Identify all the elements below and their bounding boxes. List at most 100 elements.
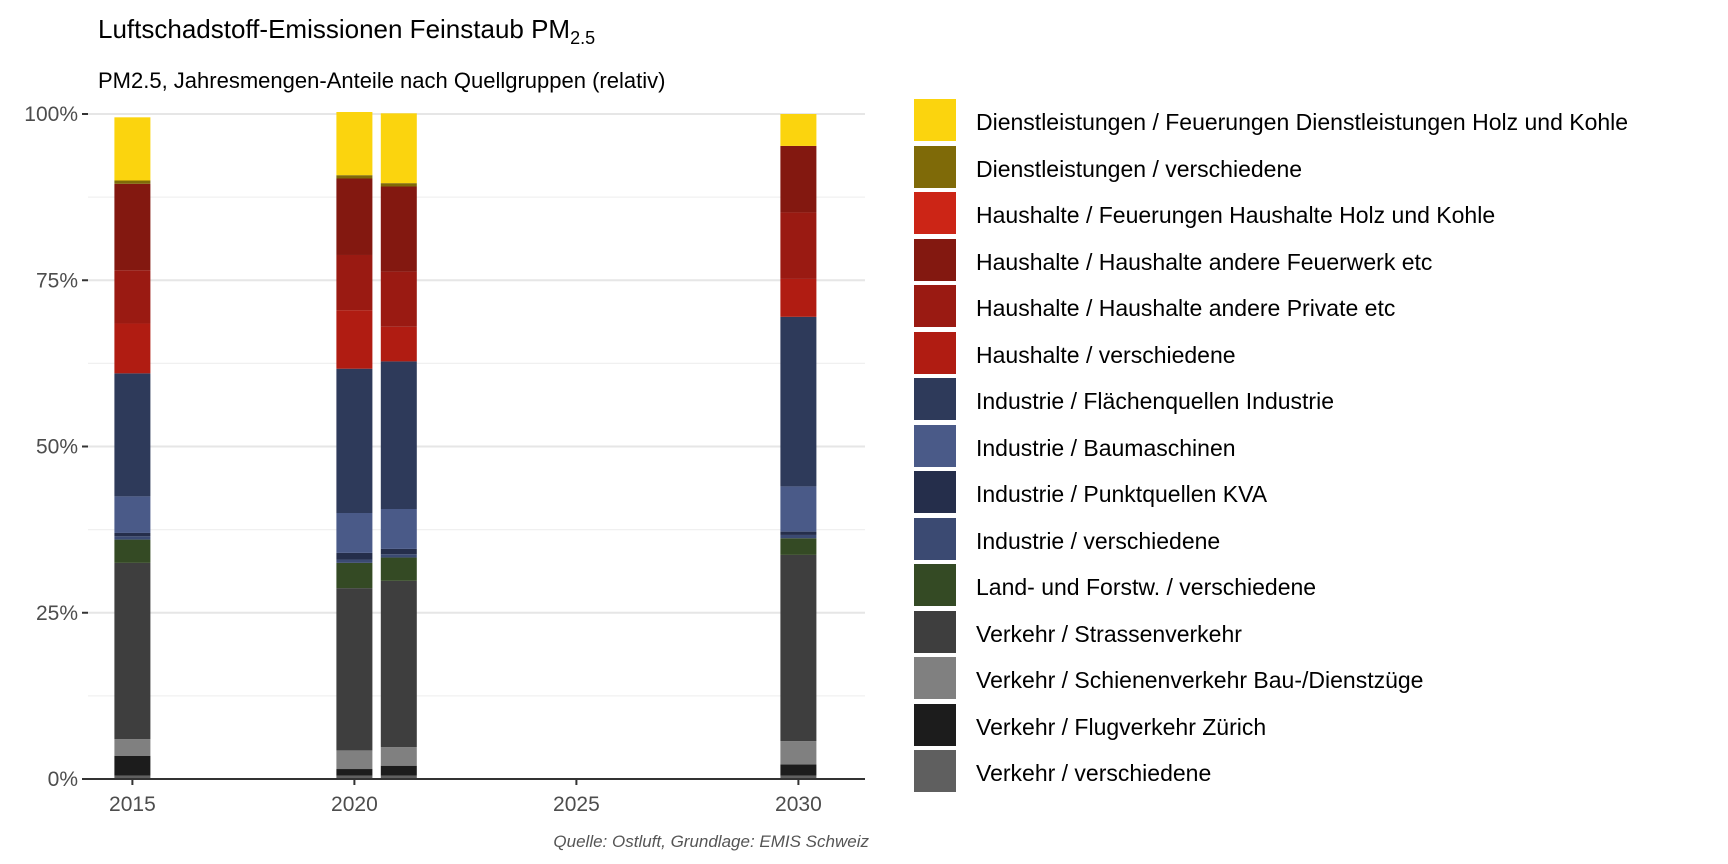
legend-item: Haushalte / Haushalte andere Private etc: [914, 285, 1714, 332]
bar-segment: [114, 739, 151, 756]
bar-segment: [380, 186, 417, 272]
legend-label: Haushalte / Haushalte andere Private etc: [976, 295, 1396, 321]
legend-item: Verkehr / Flugverkehr Zürich: [914, 703, 1714, 751]
legend-key: [914, 564, 956, 606]
chart-subtitle: PM2.5, Jahresmengen-Anteile nach Quellgr…: [98, 68, 666, 93]
y-tick-label: 25%: [36, 602, 78, 625]
legend-key: [914, 99, 956, 141]
legend-label: Industrie / Punktquellen KVA: [976, 481, 1268, 507]
bar-segment: [336, 552, 373, 560]
bar-segment: [780, 534, 817, 539]
bar-segment: [336, 310, 373, 369]
legend-item: Verkehr / verschiedene: [914, 750, 1714, 797]
legend-item: Verkehr / Strassenverkehr: [914, 610, 1714, 658]
legend-key: [914, 378, 956, 420]
legend-key: [914, 192, 956, 234]
legend-key: [914, 145, 956, 188]
bar-segment: [114, 536, 151, 540]
x-tick-label: 2025: [553, 793, 600, 816]
y-tick-label: 0%: [48, 768, 78, 791]
x-tick-label: 2030: [775, 793, 822, 816]
legend-item: Haushalte / Haushalte andere Feuerwerk e…: [914, 238, 1714, 286]
source-caption: Quelle: Ostluft, Grundlage: EMIS Schweiz: [553, 832, 869, 851]
bar-segment: [336, 562, 373, 589]
legend-key: [914, 750, 956, 792]
bar-segment: [780, 316, 817, 487]
legend-item: Haushalte / Feuerungen Haushalte Holz un…: [914, 192, 1714, 239]
bar-segment: [380, 580, 417, 748]
bar-segment: [780, 114, 817, 146]
bar-segment: [114, 373, 151, 497]
legend-key: [914, 285, 956, 327]
legend-label: Verkehr / verschiedene: [976, 760, 1212, 786]
legend-key: [914, 238, 956, 281]
x-tick-label: 2020: [331, 793, 378, 816]
bar-stacks: [114, 112, 817, 779]
bar-segment: [114, 539, 151, 563]
legend-label: Industrie / Baumaschinen: [976, 434, 1236, 461]
bar-segment: [380, 326, 417, 362]
legend: Dienstleistungen / Feuerungen Dienstleis…: [914, 99, 1714, 797]
bar-segment: [380, 271, 417, 327]
legend-label: Verkehr / Schienenverkehr Bau-/Dienstzüg…: [976, 667, 1424, 693]
legend-label: Dienstleistungen / Feuerungen Dienstleis…: [976, 109, 1629, 135]
bar-segment: [114, 532, 151, 537]
legend-item: Dienstleistungen / verschiedene: [914, 145, 1714, 193]
bar-segment: [380, 775, 417, 779]
bar-segment: [780, 775, 817, 779]
bar-segment: [780, 145, 817, 213]
y-tick-label: 75%: [36, 269, 78, 292]
bar-segment: [114, 183, 151, 271]
bar-segment: [336, 254, 373, 311]
legend-key: [914, 517, 956, 560]
bar-segment: [380, 183, 417, 187]
bar-segment: [114, 270, 151, 324]
legend-item: Industrie / Punktquellen KVA: [914, 471, 1714, 518]
bar-segment: [114, 496, 151, 533]
legend-key: [914, 703, 956, 746]
bar-segment: [380, 361, 417, 510]
bar-segment: [114, 775, 151, 779]
bar-segment: [336, 178, 373, 255]
bar-segment: [380, 554, 417, 558]
bar-segment: [380, 765, 417, 776]
bar-segment: [114, 180, 151, 184]
bar-segment: [380, 557, 417, 581]
bar-segment: [336, 588, 373, 751]
bar-segment: [780, 741, 817, 765]
legend-key: [914, 657, 956, 699]
bar-segment: [336, 513, 373, 553]
bar-segment: [336, 775, 373, 779]
legend-key: [914, 471, 956, 513]
legend-label: Haushalte / Haushalte andere Feuerwerk e…: [976, 248, 1433, 275]
legend-item: Verkehr / Schienenverkehr Bau-/Dienstzüg…: [914, 657, 1714, 704]
bar-segment: [780, 531, 817, 535]
bar-segment: [780, 278, 817, 317]
legend-label: Industrie / verschiedene: [976, 527, 1221, 554]
legend-item: Industrie / Baumaschinen: [914, 424, 1714, 472]
bar-segment: [380, 509, 417, 549]
bar-segment: [336, 368, 373, 513]
y-tick-label: 100%: [24, 103, 78, 126]
grid-lines: [88, 113, 865, 780]
bar-segment: [336, 750, 373, 770]
chart-title-main: Luftschadstoff-Emissionen Feinstaub PM: [98, 14, 571, 44]
bar-segment: [336, 112, 373, 176]
chart-title: Luftschadstoff-Emissionen Feinstaub PM2.…: [98, 12, 595, 47]
bar-segment: [780, 538, 817, 555]
bar-segment: [380, 548, 417, 555]
legend-item: Land- und Forstw. / verschiedene: [914, 564, 1714, 611]
bar-segment: [780, 212, 817, 279]
bar-segment: [114, 117, 151, 181]
bar-segment: [336, 175, 373, 179]
legend-label: Haushalte / verschiedene: [976, 341, 1236, 368]
legend-key: [914, 331, 956, 374]
legend-label: Verkehr / Flugverkehr Zürich: [976, 713, 1267, 740]
bar-segment: [780, 554, 817, 742]
legend-label: Haushalte / Feuerungen Haushalte Holz un…: [976, 202, 1496, 228]
legend-key: [914, 424, 956, 467]
bar-segment: [336, 559, 373, 563]
y-tick-label: 50%: [36, 436, 78, 459]
bar-segment: [114, 755, 151, 776]
bar-segment: [380, 747, 417, 766]
